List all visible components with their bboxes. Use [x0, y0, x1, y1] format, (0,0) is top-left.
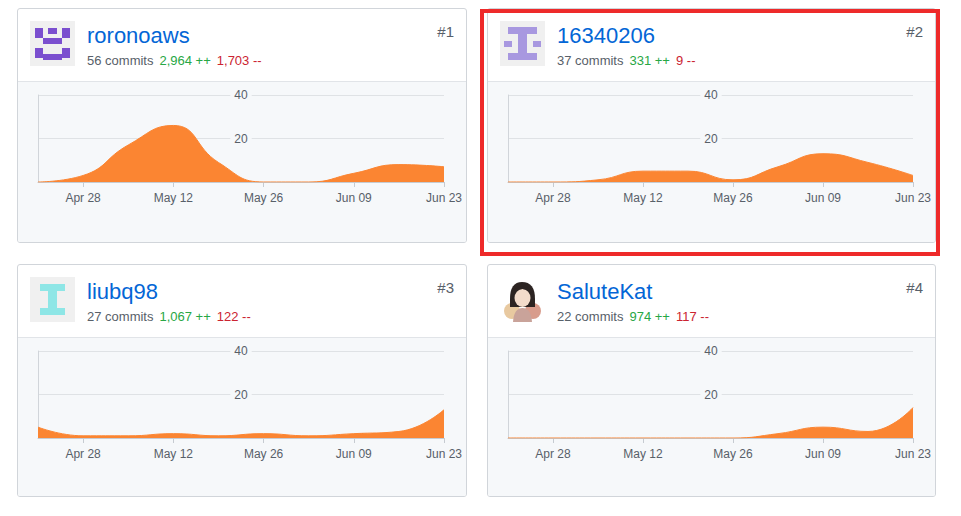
svg-text:Apr 28: Apr 28: [535, 447, 571, 461]
svg-text:May 12: May 12: [623, 191, 663, 205]
html-text:liubq98: liubq98: [87, 279, 158, 304]
html-text:#2: #2: [906, 23, 923, 40]
svg-text:20: 20: [704, 388, 718, 402]
svg-text:May 26: May 26: [713, 447, 753, 461]
html-text:117 --: 117 --: [676, 309, 709, 324]
svg-text:Apr 28: Apr 28: [65, 447, 101, 461]
html-text:#4: #4: [906, 279, 923, 296]
svg-text:Jun 09: Jun 09: [805, 447, 841, 461]
html-text:16340206: 16340206: [557, 23, 655, 48]
html-text:9 --: 9 --: [676, 53, 696, 68]
svg-text:Jun 09: Jun 09: [336, 191, 372, 205]
html-text:#3: #3: [437, 279, 454, 296]
svg-text:May 26: May 26: [244, 191, 284, 205]
svg-text:Apr 28: Apr 28: [65, 191, 101, 205]
svg-text:Jun 23: Jun 23: [426, 191, 462, 205]
svg-text:May 26: May 26: [713, 191, 753, 205]
html-text:27 commits 1,067 ++ 122 --: 27 commits 1,067 ++ 122 --: [87, 309, 251, 324]
svg-text:40: 40: [234, 344, 248, 358]
html-text:56 commits 2,964 ++ 1,703 --: 56 commits 2,964 ++ 1,703 --: [87, 53, 262, 68]
svg-text:40: 40: [704, 344, 718, 358]
svg-text:Jun 23: Jun 23: [895, 447, 931, 461]
html-text:SaluteKat: SaluteKat: [557, 279, 653, 304]
svg-text:Jun 23: Jun 23: [426, 447, 462, 461]
svg-text:40: 40: [234, 88, 248, 102]
svg-text:May 12: May 12: [623, 447, 663, 461]
svg-text:Jun 09: Jun 09: [805, 191, 841, 205]
svg-text:Jun 23: Jun 23: [895, 191, 931, 205]
svg-text:20: 20: [704, 132, 718, 146]
svg-text:20: 20: [234, 388, 248, 402]
html-text:roronoaws: roronoaws: [87, 23, 190, 48]
html-text:#1: #1: [437, 23, 454, 40]
svg-text:20: 20: [234, 132, 248, 146]
svg-text:May 12: May 12: [154, 191, 194, 205]
svg-text:May 26: May 26: [244, 447, 284, 461]
html-text:22 commits 974 ++: 22 commits 974 ++: [557, 309, 670, 324]
html-text:37 commits 331 ++: 37 commits 331 ++: [557, 53, 670, 68]
svg-text:Apr 28: Apr 28: [535, 191, 571, 205]
svg-text:Jun 09: Jun 09: [336, 447, 372, 461]
svg-text:40: 40: [704, 88, 718, 102]
svg-text:May 12: May 12: [154, 447, 194, 461]
